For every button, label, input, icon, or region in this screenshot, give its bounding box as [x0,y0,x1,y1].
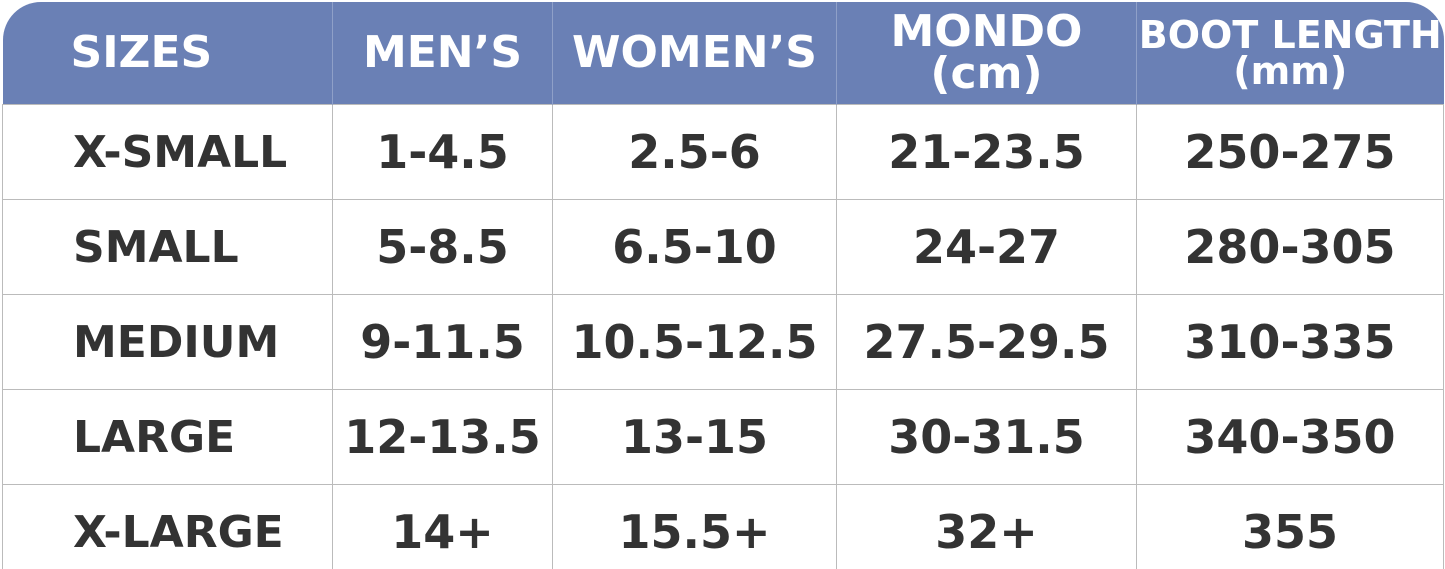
table-cell: 12-13.5 [332,389,553,485]
table-cell: 310-335 [1136,294,1444,390]
table-row: X-SMALL 1-4.5 2.5-6 21-23.5 250-275 [2,104,1444,200]
header-cell: BOOT LENGTH (mm) [1136,2,1444,105]
table-cell: 6.5-10 [552,199,837,295]
table-row: X-LARGE 14+ 15.5+ 32+ 355 [2,484,1444,569]
size-label: LARGE [2,389,333,485]
table-cell: 30-31.5 [836,389,1137,485]
table-row: LARGE 12-13.5 13-15 30-31.5 340-350 [2,389,1444,485]
table-body: X-SMALL 1-4.5 2.5-6 21-23.5 250-275 SMALL 5-8.… [2,104,1444,569]
table-cell: 250-275 [1136,104,1444,200]
header-cell: WOMEN’S [552,2,837,105]
table-cell: 9-11.5 [332,294,553,390]
size-label: MEDIUM [2,294,333,390]
table-cell: 13-15 [552,389,837,485]
table-cell: 32+ [836,484,1137,569]
table-cell: 1-4.5 [332,104,553,200]
table-cell: 24-27 [836,199,1137,295]
table-row: SMALL 5-8.5 6.5-10 24-27 280-305 [2,199,1444,295]
table-cell: 2.5-6 [552,104,837,200]
header-cell: MONDO (cm) [836,2,1137,105]
size-label: X-LARGE [2,484,333,569]
table-cell: 14+ [332,484,553,569]
table-cell: 21-23.5 [836,104,1137,200]
header-cell: SIZES [2,2,333,105]
table-cell: 340-350 [1136,389,1444,485]
size-label: SMALL [2,199,333,295]
table-cell: 27.5-29.5 [836,294,1137,390]
table-cell: 280-305 [1136,199,1444,295]
header-row: SIZES MEN’S WOMEN’S MONDO (cm) BOOT LENGTH (… [2,2,1444,105]
table-cell: 5-8.5 [332,199,553,295]
table-cell: 355 [1136,484,1444,569]
table-cell: 15.5+ [552,484,837,569]
table-cell: 10.5-12.5 [552,294,837,390]
size-label: X-SMALL [2,104,333,200]
header-cell: MEN’S [332,2,553,105]
table-row: MEDIUM 9-11.5 10.5-12.5 27.5-29.5 310-335 [2,294,1444,390]
